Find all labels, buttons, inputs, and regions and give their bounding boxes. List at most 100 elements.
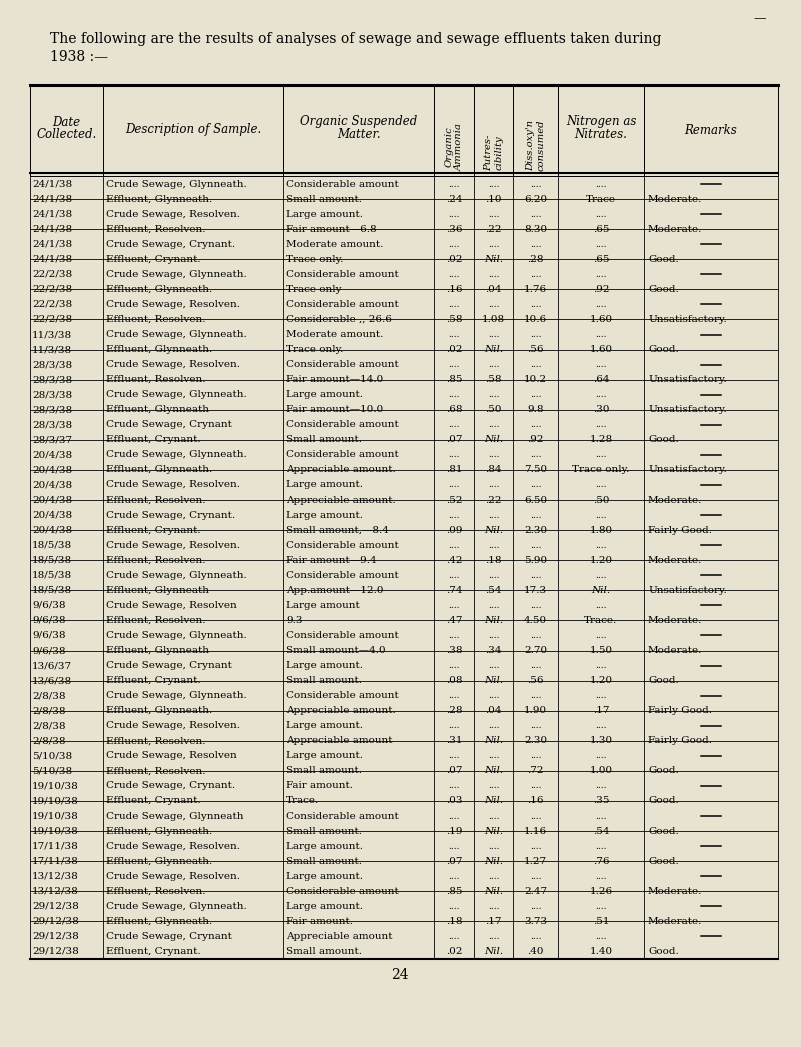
Text: Fairly Good.: Fairly Good. — [648, 526, 712, 535]
Text: ....: .... — [449, 330, 460, 339]
Text: ....: .... — [595, 721, 606, 730]
Text: Small amount.: Small amount. — [286, 195, 362, 203]
Text: ....: .... — [449, 511, 460, 519]
Text: 28/3/38: 28/3/38 — [32, 405, 72, 415]
Text: Effluent, Crynant.: Effluent, Crynant. — [106, 676, 200, 685]
Text: Effluent, Glynneath.: Effluent, Glynneath. — [106, 917, 212, 926]
Text: Good.: Good. — [648, 826, 678, 836]
Text: Effluent, Resolven.: Effluent, Resolven. — [106, 887, 206, 896]
Text: .18: .18 — [485, 556, 501, 564]
Text: 9/6/38: 9/6/38 — [32, 616, 66, 625]
Text: .31: .31 — [445, 736, 462, 745]
Text: ....: .... — [449, 179, 460, 188]
Text: ....: .... — [529, 932, 541, 941]
Text: Diss.oxy'n
consumed: Diss.oxy'n consumed — [525, 119, 545, 171]
Text: 19/10/38: 19/10/38 — [32, 797, 78, 805]
Text: ....: .... — [449, 811, 460, 821]
Text: Effluent, Glynneath.: Effluent, Glynneath. — [106, 346, 212, 354]
Text: Fair amount.: Fair amount. — [286, 917, 353, 926]
Text: ....: .... — [595, 209, 606, 219]
Text: ....: .... — [488, 450, 499, 460]
Text: ....: .... — [449, 240, 460, 249]
Text: Good.: Good. — [648, 676, 678, 685]
Text: ....: .... — [529, 450, 541, 460]
Text: Crude Sewage, Resolven.: Crude Sewage, Resolven. — [106, 540, 240, 550]
Text: Effluent, Resolven.: Effluent, Resolven. — [106, 495, 206, 505]
Text: Crude Sewage, Glynneath.: Crude Sewage, Glynneath. — [106, 391, 247, 399]
Text: ....: .... — [488, 842, 499, 850]
Text: ....: .... — [488, 270, 499, 279]
Text: Good.: Good. — [648, 797, 678, 805]
Text: ....: .... — [488, 752, 499, 760]
Text: ....: .... — [449, 481, 460, 490]
Text: Small amount.: Small amount. — [286, 766, 362, 776]
Text: Considerable amount: Considerable amount — [286, 360, 399, 370]
Text: Trace only.: Trace only. — [286, 254, 344, 264]
Text: ....: .... — [488, 932, 499, 941]
Text: 20/4/38: 20/4/38 — [32, 511, 72, 519]
Text: Large amount: Large amount — [286, 601, 360, 609]
Text: 1.28: 1.28 — [590, 436, 613, 444]
Text: Considerable amount: Considerable amount — [286, 571, 399, 580]
Text: Moderate.: Moderate. — [648, 917, 702, 926]
Text: ....: .... — [449, 540, 460, 550]
Text: ....: .... — [529, 330, 541, 339]
Text: ....: .... — [529, 901, 541, 911]
Text: Remarks: Remarks — [685, 124, 738, 136]
Text: Crude Sewage, Glynneath.: Crude Sewage, Glynneath. — [106, 691, 247, 700]
Text: Considerable amount: Considerable amount — [286, 299, 399, 309]
Text: Crude Sewage, Resolven.: Crude Sewage, Resolven. — [106, 299, 240, 309]
Text: ....: .... — [595, 420, 606, 429]
Text: Considerable amount: Considerable amount — [286, 691, 399, 700]
Text: Crude Sewage, Glynneath.: Crude Sewage, Glynneath. — [106, 571, 247, 580]
Text: 2.30: 2.30 — [524, 526, 547, 535]
Text: ....: .... — [529, 842, 541, 850]
Text: Moderate amount.: Moderate amount. — [286, 330, 384, 339]
Text: Small amount.: Small amount. — [286, 826, 362, 836]
Text: Large amount.: Large amount. — [286, 661, 363, 670]
Text: .22: .22 — [485, 225, 501, 233]
Text: Considerable amount: Considerable amount — [286, 811, 399, 821]
Text: Crude Sewage, Glynneath.: Crude Sewage, Glynneath. — [106, 450, 247, 460]
Text: Considerable amount: Considerable amount — [286, 631, 399, 640]
Text: ....: .... — [488, 901, 499, 911]
Text: .92: .92 — [593, 285, 610, 294]
Text: 9/6/38: 9/6/38 — [32, 631, 66, 640]
Text: ....: .... — [449, 450, 460, 460]
Text: ....: .... — [529, 721, 541, 730]
Text: 7.50: 7.50 — [524, 466, 547, 474]
Text: 28/3/38: 28/3/38 — [32, 375, 72, 384]
Text: ....: .... — [529, 209, 541, 219]
Text: 1.08: 1.08 — [482, 315, 505, 324]
Text: ....: .... — [488, 481, 499, 490]
Text: ....: .... — [595, 901, 606, 911]
Text: ....: .... — [488, 601, 499, 609]
Text: Trace only.: Trace only. — [572, 466, 630, 474]
Text: Large amount.: Large amount. — [286, 511, 363, 519]
Text: Large amount.: Large amount. — [286, 481, 363, 490]
Text: Unsatisfactory.: Unsatisfactory. — [648, 466, 727, 474]
Text: ....: .... — [595, 240, 606, 249]
Text: ....: .... — [488, 179, 499, 188]
Text: 1.20: 1.20 — [590, 556, 613, 564]
Text: ....: .... — [529, 540, 541, 550]
Text: Unsatisfactory.: Unsatisfactory. — [648, 375, 727, 384]
Text: Description of Sample.: Description of Sample. — [125, 124, 261, 136]
Text: ....: .... — [529, 811, 541, 821]
Text: Appreciable amount.: Appreciable amount. — [286, 707, 396, 715]
Text: Crude Sewage, Glynneath.: Crude Sewage, Glynneath. — [106, 631, 247, 640]
Text: 22/2/38: 22/2/38 — [32, 299, 72, 309]
Text: .65: .65 — [593, 225, 610, 233]
Text: Crude Sewage, Glynneath: Crude Sewage, Glynneath — [106, 811, 244, 821]
Text: Considerable ,, 26.6: Considerable ,, 26.6 — [286, 315, 392, 324]
Text: Crude Sewage, Resolven.: Crude Sewage, Resolven. — [106, 721, 240, 730]
Text: 28/3/38: 28/3/38 — [32, 391, 72, 399]
Text: 5/10/38: 5/10/38 — [32, 752, 72, 760]
Text: 10.6: 10.6 — [524, 315, 547, 324]
Text: Small amount.: Small amount. — [286, 436, 362, 444]
Text: 24/1/38: 24/1/38 — [32, 225, 72, 233]
Text: Crude Sewage, Resolven.: Crude Sewage, Resolven. — [106, 209, 240, 219]
Text: Nil.: Nil. — [484, 887, 503, 896]
Text: Moderate.: Moderate. — [648, 225, 702, 233]
Text: .51: .51 — [593, 917, 610, 926]
